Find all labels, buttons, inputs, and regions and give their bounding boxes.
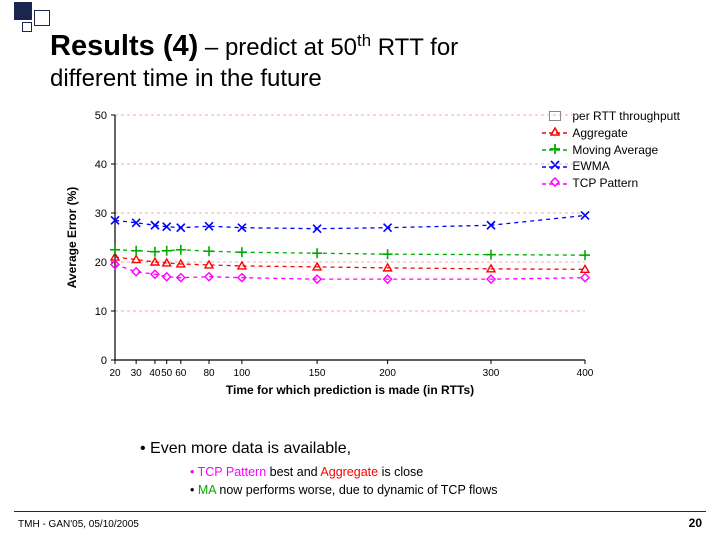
svg-text:20: 20 — [95, 257, 107, 269]
svg-text:0: 0 — [101, 355, 107, 367]
svg-text:300: 300 — [483, 368, 500, 379]
title-main: Results (4) — [50, 30, 198, 62]
svg-text:30: 30 — [131, 368, 143, 379]
footer-left: TMH - GAN'05, 05/10/2005 — [18, 519, 139, 530]
svg-text:20: 20 — [109, 368, 121, 379]
title-line2: different time in the future — [50, 65, 690, 93]
svg-text:50: 50 — [161, 368, 173, 379]
svg-text:Time for which prediction is m: Time for which prediction is made (in RT… — [226, 383, 474, 397]
page-number: 20 — [689, 516, 702, 530]
bullet-sub-1: • TCP Pattern best and Aggregate is clos… — [190, 464, 680, 482]
bullet-list: • Even more data is available, • TCP Pat… — [140, 440, 680, 499]
footer-divider — [14, 511, 706, 512]
svg-text:150: 150 — [309, 368, 326, 379]
bullet-sub-2: • MA now performs worse, due to dynamic … — [190, 482, 680, 500]
svg-text:50: 50 — [95, 110, 107, 122]
svg-text:200: 200 — [379, 368, 396, 379]
svg-text:60: 60 — [175, 368, 187, 379]
svg-text:400: 400 — [577, 368, 594, 379]
bullet-main: • Even more data is available, — [140, 440, 680, 458]
svg-text:Average Error (%): Average Error (%) — [65, 187, 79, 289]
slide-title: Results (4) – predict at 50th RTT for di… — [50, 30, 690, 93]
svg-text:100: 100 — [234, 368, 251, 379]
svg-text:10: 10 — [95, 306, 107, 318]
svg-text:80: 80 — [203, 368, 215, 379]
title-sub: – predict at 50th RTT for — [198, 34, 458, 61]
svg-text:40: 40 — [149, 368, 161, 379]
svg-text:30: 30 — [95, 208, 107, 220]
chart: 01020304050203040506080100150200300400Av… — [60, 110, 640, 420]
svg-text:40: 40 — [95, 159, 107, 171]
